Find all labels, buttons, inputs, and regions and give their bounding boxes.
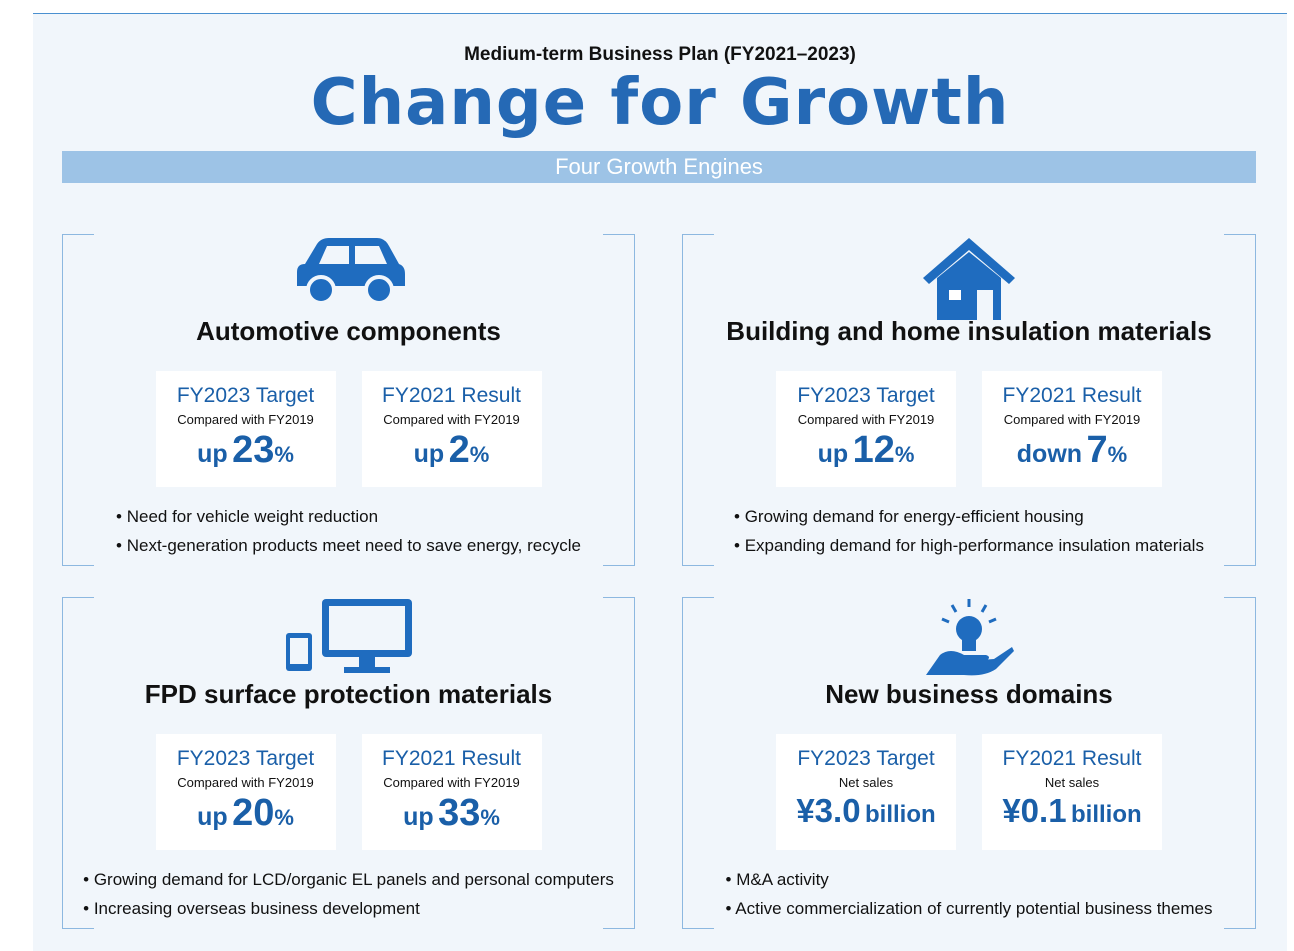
bullet: • Growing demand for energy-efficient ho… bbox=[734, 507, 1084, 526]
value-unit: billion bbox=[1071, 801, 1142, 828]
card-heading: FY2023 Target bbox=[797, 384, 935, 407]
value-prefix: down bbox=[1016, 440, 1083, 468]
bullets: • Need for vehicle weight reduction • Nex… bbox=[62, 502, 635, 560]
bullets: • Growing demand for LCD/organic EL pane… bbox=[62, 865, 635, 923]
bullet-list: • Growing demand for energy-efficient ho… bbox=[734, 502, 1204, 560]
engine-title: New business domains bbox=[825, 679, 1113, 709]
bullets: • Growing demand for energy-efficient ho… bbox=[682, 502, 1256, 560]
engine-panel: Building and home insulation materials FY… bbox=[682, 234, 1256, 566]
bullet: • Growing demand for LCD/organic EL pane… bbox=[83, 870, 614, 889]
bullet: • Increasing overseas business developme… bbox=[83, 899, 420, 918]
engine-title: Building and home insulation materials bbox=[726, 316, 1212, 346]
engine-grid: Automotive components FY2023 Target Compar… bbox=[62, 234, 1256, 929]
card-value: down 7% bbox=[982, 429, 1162, 472]
bullet-list: • M&A activity • Active commercialization… bbox=[726, 865, 1213, 923]
bullets: • M&A activity • Active commercialization… bbox=[682, 865, 1256, 923]
icon bbox=[924, 597, 1014, 684]
value-number: ¥3.0 bbox=[796, 792, 861, 829]
value-unit: % bbox=[274, 442, 294, 467]
value-prefix: up bbox=[817, 440, 849, 468]
value-number: 12 bbox=[852, 429, 895, 471]
value-prefix: up bbox=[197, 803, 228, 831]
value-number: ¥0.1 bbox=[1002, 792, 1067, 829]
subtitle: Medium-term Business Plan (FY2021–2023) bbox=[464, 44, 856, 65]
card-heading: FY2023 Target bbox=[176, 384, 315, 407]
bullet: • Active commercialization of currently … bbox=[725, 899, 1213, 918]
value-prefix: up bbox=[413, 440, 445, 468]
value-number: 33 bbox=[438, 792, 481, 834]
value-number: 20 bbox=[232, 792, 275, 834]
card-value: up 20% bbox=[156, 792, 336, 835]
value-unit: billion bbox=[865, 801, 936, 828]
value-unit: % bbox=[480, 805, 500, 830]
icon bbox=[287, 234, 411, 315]
card-heading: FY2023 Target bbox=[176, 747, 315, 770]
bullet: • M&A activity bbox=[725, 870, 829, 889]
value-prefix: up bbox=[403, 803, 434, 831]
card-note: Compared with FY2019 bbox=[1003, 412, 1141, 427]
card-heading: FY2021 Result bbox=[382, 747, 521, 770]
card-heading: FY2021 Result bbox=[382, 384, 521, 407]
card-note: Net sales bbox=[1044, 775, 1100, 790]
card-value: up 2% bbox=[362, 429, 542, 472]
card-value: up 23% bbox=[156, 429, 336, 472]
cards: FY2023 Target Compared with FY2019 up 23% F… bbox=[62, 371, 635, 487]
value-number: 2 bbox=[448, 429, 470, 471]
engine-panel: Automotive components FY2023 Target Compar… bbox=[62, 234, 635, 566]
metric-card: FY2021 Result Compared with FY2019 down 7% bbox=[982, 371, 1162, 487]
value-prefix: up bbox=[197, 440, 228, 468]
metric-card: FY2021 Result Net sales ¥0.1 billion bbox=[982, 734, 1162, 850]
metric-card: FY2023 Target Compared with FY2019 up 20% bbox=[155, 734, 336, 850]
value-number: 7 bbox=[1086, 429, 1108, 471]
title: Change for Growth bbox=[310, 66, 1010, 140]
value-unit: % bbox=[274, 805, 294, 830]
card-note: Compared with FY2019 bbox=[383, 412, 520, 427]
bullet: • Expanding demand for high-performance … bbox=[734, 536, 1204, 555]
value-number: 23 bbox=[232, 429, 275, 471]
icon bbox=[284, 597, 414, 684]
value-unit: % bbox=[469, 442, 490, 467]
card-value: up 12% bbox=[776, 429, 956, 472]
metric-card: FY2023 Target Compared with FY2019 up 12% bbox=[776, 371, 956, 487]
metric-card: FY2023 Target Net sales ¥3.0 billion bbox=[776, 734, 956, 850]
card-note: Net sales bbox=[838, 775, 894, 790]
banner: Four Growth Engines bbox=[62, 151, 1256, 183]
cards: FY2023 Target Net sales ¥3.0 billion FY2021… bbox=[682, 734, 1256, 850]
card-heading: FY2021 Result bbox=[1002, 747, 1142, 770]
card-value: up 33% bbox=[362, 792, 542, 835]
engine-title: Automotive components bbox=[196, 316, 501, 346]
engine-title: FPD surface protection materials bbox=[144, 679, 553, 709]
bullet-list: • Need for vehicle weight reduction • Nex… bbox=[116, 502, 581, 560]
engine-panel: New business domains FY2023 Target Net sal… bbox=[682, 597, 1256, 929]
bullet: • Next-generation products meet need to … bbox=[116, 536, 581, 555]
engine-panel: FPD surface protection materials FY2023 T… bbox=[62, 597, 635, 929]
card-heading: FY2021 Result bbox=[1002, 384, 1142, 407]
card-note: Compared with FY2019 bbox=[177, 412, 314, 427]
card-note: Compared with FY2019 bbox=[177, 775, 314, 790]
value-unit: % bbox=[894, 442, 915, 467]
metric-card: FY2023 Target Compared with FY2019 up 23% bbox=[155, 371, 336, 487]
icon bbox=[919, 234, 1019, 325]
cards: FY2023 Target Compared with FY2019 up 20% F… bbox=[62, 734, 635, 850]
card-heading: FY2023 Target bbox=[797, 747, 935, 770]
bullet: • Need for vehicle weight reduction bbox=[116, 507, 379, 526]
cards: FY2023 Target Compared with FY2019 up 12% F… bbox=[682, 371, 1256, 487]
bullet-list: • Growing demand for LCD/organic EL pane… bbox=[83, 865, 614, 923]
metric-card: FY2021 Result Compared with FY2019 up 2% bbox=[361, 371, 542, 487]
metric-card: FY2021 Result Compared with FY2019 up 33% bbox=[361, 734, 542, 850]
page: Medium-term Business Plan (FY2021–2023) … bbox=[33, 13, 1287, 951]
card-note: Compared with FY2019 bbox=[383, 775, 520, 790]
value-unit: % bbox=[1107, 442, 1128, 467]
card-note: Compared with FY2019 bbox=[797, 412, 935, 427]
card-value: ¥0.1 billion bbox=[982, 792, 1162, 830]
card-value: ¥3.0 billion bbox=[776, 792, 956, 830]
